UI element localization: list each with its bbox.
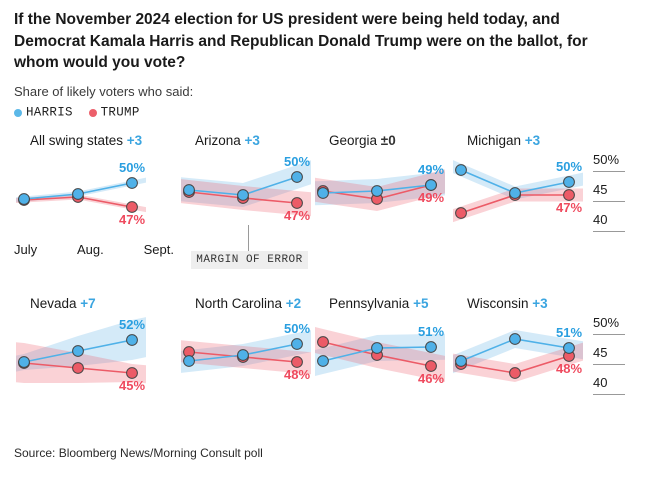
svg-text:50%: 50% [284, 154, 310, 169]
svg-text:48%: 48% [556, 361, 582, 376]
svg-text:49%: 49% [418, 162, 444, 177]
svg-text:51%: 51% [418, 324, 444, 339]
svg-text:49%: 49% [418, 190, 444, 205]
svg-text:47%: 47% [284, 208, 310, 223]
svg-text:47%: 47% [119, 212, 145, 227]
svg-text:50%: 50% [284, 321, 310, 336]
svg-text:45%: 45% [119, 378, 145, 393]
svg-text:52%: 52% [119, 317, 145, 332]
svg-text:51%: 51% [556, 325, 582, 340]
svg-text:46%: 46% [418, 371, 444, 386]
svg-text:48%: 48% [284, 367, 310, 382]
svg-text:50%: 50% [119, 160, 145, 175]
svg-text:50%: 50% [556, 159, 582, 174]
svg-text:47%: 47% [556, 200, 582, 215]
